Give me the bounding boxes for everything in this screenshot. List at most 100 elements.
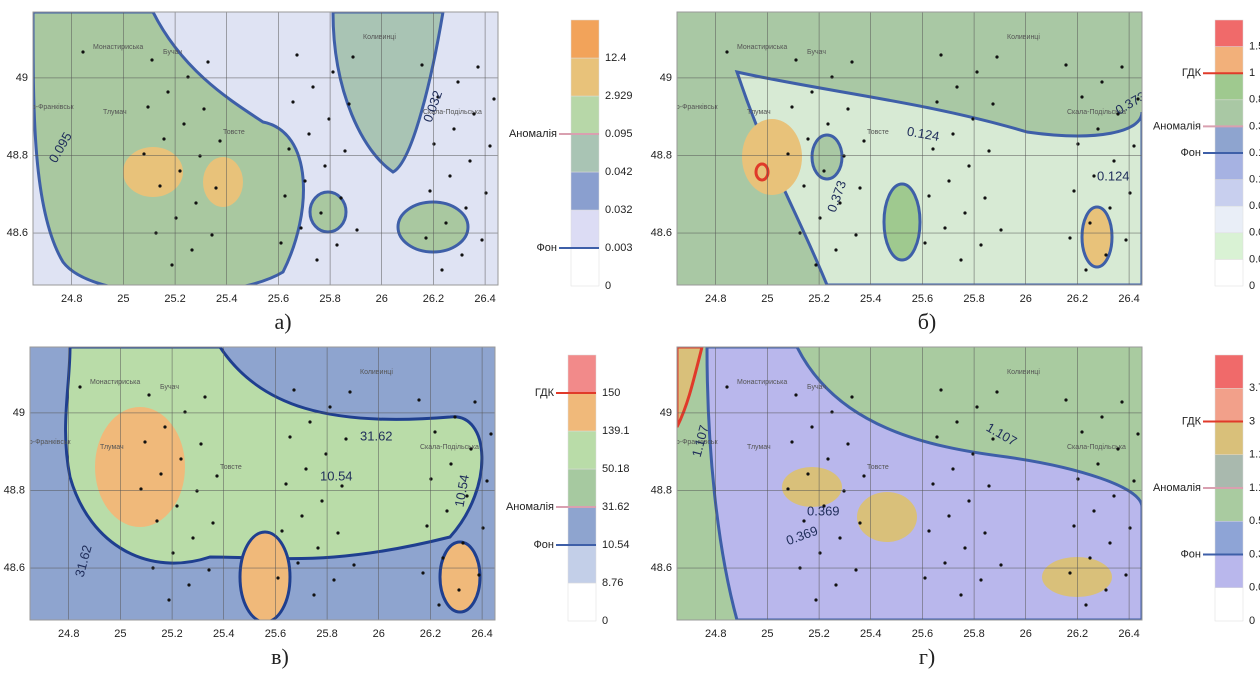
sample-point	[959, 593, 963, 597]
panel: Монастириська Бучач Товсте Тлумач но-Франків…	[651, 346, 1260, 669]
sample-point	[947, 514, 951, 518]
place-name: но-Франківськ	[672, 438, 718, 446]
sample-point	[1136, 97, 1140, 101]
sample-point	[826, 457, 830, 461]
legend-marker-name: Фон	[1180, 147, 1201, 159]
sample-point	[461, 541, 465, 545]
sample-point	[1100, 80, 1104, 84]
sample-point	[355, 228, 359, 232]
x-tick-label: 25	[114, 628, 126, 640]
sample-point	[842, 489, 846, 493]
place-name: Коливинці	[363, 33, 396, 41]
sample-point	[1108, 206, 1112, 210]
sample-point	[999, 228, 1003, 232]
sample-point	[351, 55, 355, 59]
x-tick-label: 26.4	[1118, 628, 1139, 640]
sample-point	[437, 603, 441, 607]
sample-point	[979, 578, 983, 582]
place-name: Скала-Подільська	[1067, 108, 1126, 116]
legend-swatch	[1214, 421, 1244, 455]
sample-point	[283, 194, 287, 198]
caption: а)	[274, 309, 291, 334]
legend-level: 3.7	[1249, 382, 1260, 394]
sample-point	[1096, 127, 1100, 131]
sample-point	[1072, 189, 1076, 193]
sample-point	[1108, 541, 1112, 545]
place-name: Скала-Подільська	[1067, 443, 1126, 451]
sample-point	[923, 576, 927, 580]
sample-point	[1120, 400, 1124, 404]
place-name: но-Франківськ	[25, 438, 71, 446]
place-name: Скала-Подільська	[423, 108, 482, 116]
sample-point	[959, 258, 963, 262]
sample-point	[182, 122, 186, 126]
sample-point	[332, 578, 336, 582]
sample-point	[810, 90, 814, 94]
y-tick-label: 48.6	[651, 227, 672, 239]
sample-point	[432, 142, 436, 146]
sample-point	[190, 248, 194, 252]
sample-point	[295, 53, 299, 57]
sample-point	[1136, 432, 1140, 436]
sample-point	[858, 521, 862, 525]
sample-point	[794, 393, 798, 397]
sample-point	[159, 472, 163, 476]
sample-point	[457, 588, 461, 592]
sample-point	[210, 233, 214, 237]
x-tick-label: 24.8	[705, 628, 726, 640]
x-tick-label: 26.2	[423, 293, 444, 305]
sample-point	[955, 85, 959, 89]
sample-point	[850, 60, 854, 64]
legend-swatch	[1214, 152, 1244, 180]
sample-point	[348, 390, 352, 394]
contour-label: 31.62	[360, 428, 393, 443]
sample-point	[460, 253, 464, 257]
legend-marker-name: Фон	[1180, 548, 1201, 560]
x-tick-label: 26	[376, 293, 388, 305]
sample-point	[143, 440, 147, 444]
sample-point	[276, 576, 280, 580]
legend-level: 10.54	[602, 539, 630, 551]
x-tick-label: 25.4	[860, 293, 881, 305]
sample-point	[927, 194, 931, 198]
sample-point	[987, 149, 991, 153]
legend-swatch	[1214, 554, 1244, 588]
sample-point	[971, 452, 975, 456]
legend-level: 1.15	[1249, 449, 1260, 461]
x-tick-label: 26	[373, 628, 385, 640]
legend-swatch	[567, 544, 597, 584]
sample-point	[147, 393, 151, 397]
x-tick-label: 24.8	[61, 293, 82, 305]
legend-level: 139.1	[602, 425, 630, 437]
sample-point	[465, 494, 469, 498]
legend-level: 1.5	[1249, 41, 1260, 53]
sample-point	[299, 226, 303, 230]
sample-point	[187, 583, 191, 587]
sample-point	[951, 132, 955, 136]
place-name: Монастириська	[737, 44, 787, 51]
sample-point	[1064, 63, 1068, 67]
legend-marker-name: ГДК	[1182, 67, 1202, 79]
x-tick-label: 26	[1020, 628, 1032, 640]
sample-point	[429, 477, 433, 481]
legend-level: 0	[1249, 615, 1255, 627]
sample-point	[846, 442, 850, 446]
sample-point	[955, 420, 959, 424]
sample-point	[1124, 573, 1128, 577]
sample-point	[786, 487, 790, 491]
x-tick-label: 25.2	[164, 293, 185, 305]
legend-level: 0.07	[1249, 200, 1260, 212]
legend-swatch	[1214, 19, 1244, 47]
place-name: Скала-Подільська	[420, 443, 479, 451]
place-name: Монастириська	[737, 379, 787, 386]
place-name: Бучач	[160, 384, 179, 391]
sample-point	[1072, 524, 1076, 528]
legend-level: 0.105	[1249, 174, 1260, 186]
map: Монастириська Бучач Товсте Тлумач но-Франків…	[672, 347, 1142, 620]
x-tick-label: 25.2	[161, 628, 182, 640]
y-tick-label: 49	[660, 72, 672, 84]
x-tick-label: 24.8	[705, 293, 726, 305]
sample-point	[826, 122, 830, 126]
legend-level: 0.095	[605, 128, 633, 140]
